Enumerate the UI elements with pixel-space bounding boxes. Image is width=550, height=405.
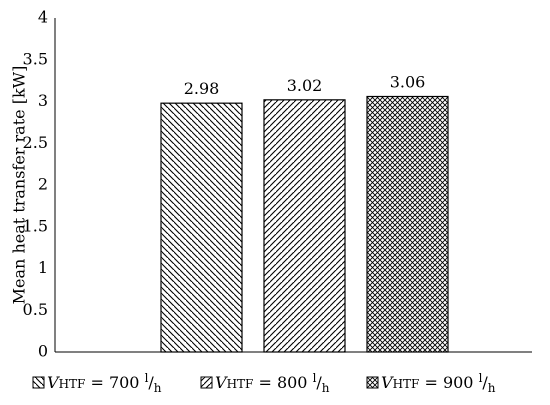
legend-label: VHTF = 700 l/h [47, 371, 162, 395]
data-labels: 2.98 3.02 3.06 [184, 72, 426, 98]
legend-label: VHTF = 800 l/h [215, 371, 330, 395]
legend-item-2: VHTF = 800 l/h [200, 371, 330, 395]
legend-item-1: VHTF = 700 l/h [32, 371, 162, 395]
y-tick-label: 3 [38, 91, 48, 110]
y-tick-label: 2 [38, 175, 48, 194]
bars [160, 95, 449, 353]
legend-item-3: VHTF = 900 l/h [366, 371, 496, 395]
bar-2 [263, 99, 346, 353]
bar-3 [366, 95, 449, 353]
data-label-3: 3.06 [390, 72, 426, 91]
legend-swatch [366, 376, 379, 389]
data-label-2: 3.02 [287, 76, 323, 95]
y-tick-label: 0.5 [23, 300, 48, 319]
y-tick-label: 2.5 [23, 133, 48, 152]
y-tick-label: 1.5 [23, 216, 48, 235]
y-axis-label: Mean heat transfer rate [kW] [10, 66, 29, 305]
y-tick-label: 4 [38, 8, 48, 27]
legend-label: VHTF = 900 l/h [381, 371, 496, 395]
y-tick-label: 3.5 [23, 49, 48, 68]
y-axis-ticks: 0 0.5 1 1.5 2 2.5 3 3.5 4 [23, 8, 48, 361]
y-tick-label: 1 [38, 258, 48, 277]
legend-swatch [32, 376, 45, 389]
data-label-1: 2.98 [184, 79, 220, 98]
legend: VHTF = 700 l/h VHTF = 800 l/h VHTF = 900 l… [32, 371, 496, 395]
bar-1 [160, 102, 243, 353]
y-tick-label: 0 [38, 342, 48, 361]
legend-swatch [200, 376, 213, 389]
